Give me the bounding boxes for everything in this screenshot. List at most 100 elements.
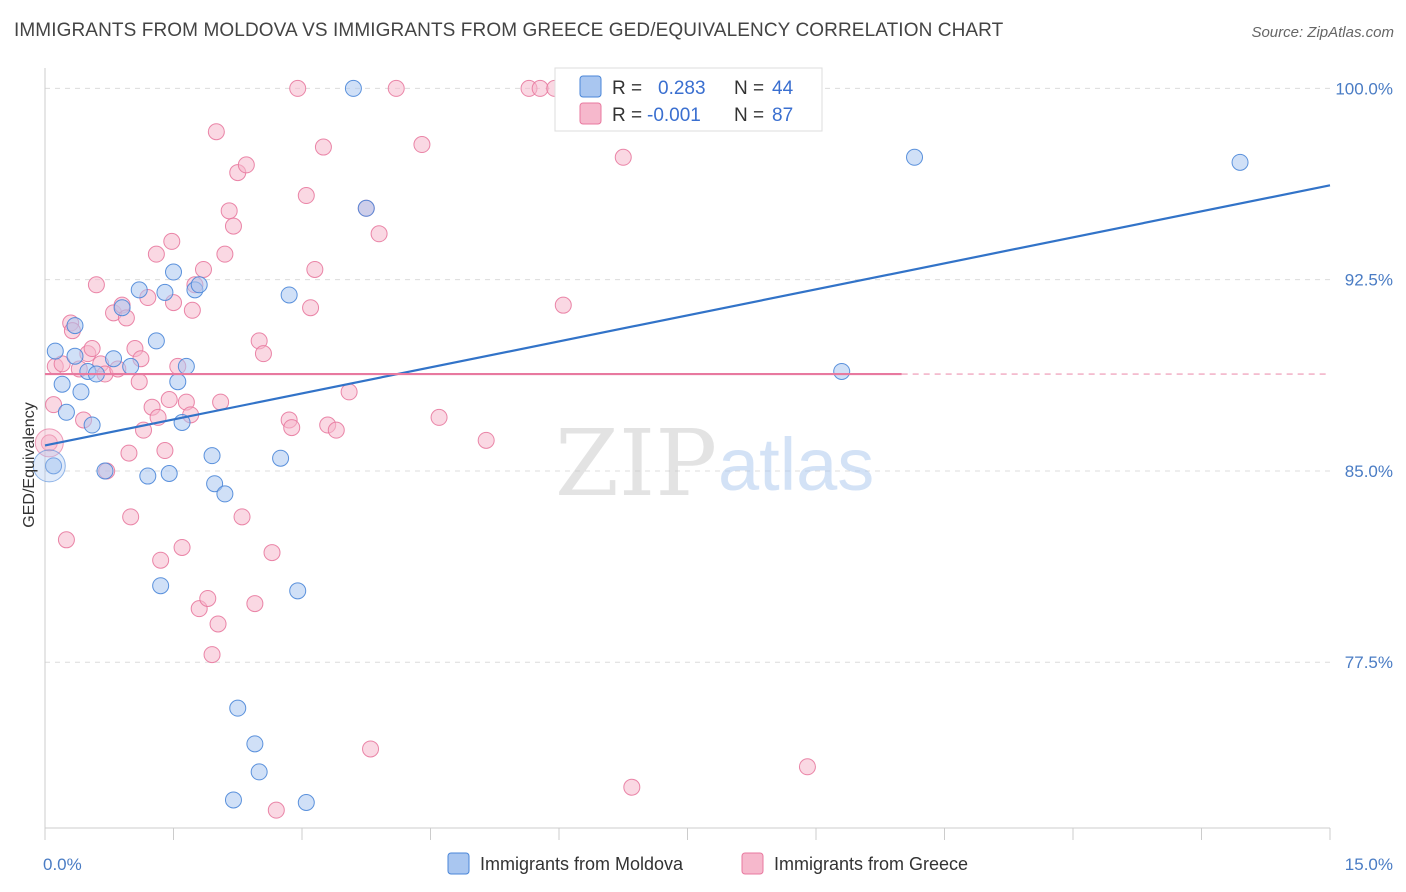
- legend-n-label-2: N =: [734, 105, 764, 126]
- correlation-legend: R = 0.283 N = 44 R = -0.001 N = 87: [554, 67, 823, 132]
- greece-point-22: [130, 373, 148, 391]
- moldova-point-11: [105, 350, 123, 368]
- greece-point-30: [156, 442, 174, 460]
- greece-point-71: [387, 79, 405, 97]
- moldova-point-14: [130, 281, 148, 299]
- moldova-point-25: [190, 276, 208, 294]
- moldova-point-20: [165, 263, 182, 281]
- trend-line-moldova: [44, 184, 1331, 447]
- moldova-point-23: [177, 357, 195, 375]
- greece-point-20: [122, 508, 140, 526]
- series-legend: Immigrants from Moldova Immigrants from …: [447, 852, 968, 875]
- greece-point-45: [209, 615, 227, 633]
- moldova-point-16: [147, 332, 165, 350]
- series-moldova-points: [32, 79, 1249, 811]
- greece-point-55: [254, 345, 272, 363]
- greece-point-52: [237, 156, 255, 174]
- y-tick-label-3: 100.0%: [1335, 79, 1393, 98]
- grid-lines: [45, 87, 1330, 663]
- source-label: Source: ZipAtlas.com: [1251, 24, 1394, 41]
- greece-point-49: [224, 217, 242, 235]
- greece-point-19: [120, 444, 138, 462]
- bottom-legend-greece: Immigrants from Greece: [774, 854, 968, 874]
- moldova-point-8: [83, 416, 101, 434]
- moldova-point-17: [152, 577, 170, 595]
- moldova-point-6: [72, 383, 90, 401]
- greece-point-10: [83, 340, 101, 358]
- greece-point-82: [798, 758, 816, 776]
- greece-point-53: [246, 595, 264, 613]
- greece-point-67: [340, 383, 358, 401]
- y-tick-label-0: 77.5%: [1345, 653, 1393, 672]
- greece-point-70: [370, 225, 388, 243]
- moldova-point-13: [122, 357, 140, 375]
- moldova-point-42: [1231, 153, 1249, 171]
- chart-title: IMMIGRANTS FROM MOLDOVA VS IMMIGRANTS FR…: [14, 20, 1004, 41]
- greece-point-57: [267, 801, 285, 819]
- moldova-point-large: [32, 449, 66, 483]
- moldova-point-21: [169, 373, 187, 391]
- y-tick-label-1: 85.0%: [1345, 462, 1393, 481]
- legend-r-value-2: -0.001: [647, 105, 701, 126]
- watermark: ZIP atlas: [555, 410, 874, 517]
- moldova-point-30: [246, 735, 264, 753]
- greece-point-61: [297, 187, 315, 205]
- greece-point-32: [163, 232, 181, 250]
- moldova-point-10: [96, 462, 114, 480]
- moldova-point-15: [139, 467, 157, 485]
- legend-n-label-1: N =: [734, 78, 764, 99]
- legend-swatch-greece: [579, 102, 602, 125]
- bottom-legend-swatch-greece: [741, 852, 764, 875]
- greece-point-31: [160, 391, 178, 409]
- greece-point-4: [57, 531, 75, 549]
- greece-point-60: [289, 79, 307, 97]
- moldova-point-18: [156, 283, 174, 301]
- moldova-point-29: [229, 699, 247, 717]
- moldova-point-37: [344, 79, 362, 97]
- moldova-point-2: [53, 375, 71, 393]
- moldova-point-27: [206, 475, 224, 493]
- greece-point-29: [152, 551, 170, 569]
- greece-point-78: [554, 296, 572, 314]
- greece-point-72: [413, 136, 431, 154]
- moldova-point-31: [250, 763, 268, 781]
- legend-n-value-1: 44: [772, 78, 794, 99]
- greece-point-59: [283, 419, 301, 437]
- greece-point-73: [430, 408, 448, 426]
- greece-point-62: [302, 299, 320, 317]
- greece-point-64: [314, 138, 332, 156]
- greece-point-81: [623, 778, 641, 796]
- watermark-zip: ZIP: [555, 410, 717, 517]
- moldova-point-3: [57, 403, 75, 421]
- moldova-point-33: [272, 449, 290, 467]
- moldova-point-4: [66, 347, 84, 365]
- legend-r-value-1: 0.283: [658, 78, 706, 99]
- legend-n-value-2: 87: [772, 105, 793, 126]
- greece-point-35: [173, 538, 191, 556]
- x-tick-label-0: 0.0%: [43, 855, 82, 874]
- greece-point-1: [45, 396, 63, 414]
- greece-point-11: [87, 276, 105, 294]
- greece-point-80: [614, 148, 632, 166]
- greece-point-48: [220, 202, 238, 220]
- y-tick-label-2: 92.5%: [1345, 271, 1393, 290]
- moldova-point-36: [297, 793, 315, 811]
- watermark-atlas: atlas: [718, 423, 874, 506]
- moldova-point-26: [203, 447, 221, 465]
- greece-point-56: [263, 544, 281, 562]
- greece-point-large: [34, 428, 64, 458]
- greece-point-44: [207, 123, 225, 141]
- moldova-point-0: [45, 457, 63, 475]
- tick-labels: 77.5% 85.0% 92.5% 100.0% 0.0% 15.0%: [43, 79, 1393, 874]
- greece-point-47: [216, 245, 234, 263]
- greece-point-69: [362, 740, 380, 758]
- trend-lines: [44, 184, 1331, 447]
- moldova-point-38: [357, 199, 375, 217]
- legend-r-label-2: R =: [612, 105, 642, 126]
- y-axis-label: GED/Equivalency: [21, 402, 38, 527]
- legend-swatch-moldova: [579, 75, 602, 98]
- moldova-point-34: [280, 286, 298, 304]
- moldova-point-35: [289, 582, 307, 600]
- moldova-point-19: [160, 465, 178, 483]
